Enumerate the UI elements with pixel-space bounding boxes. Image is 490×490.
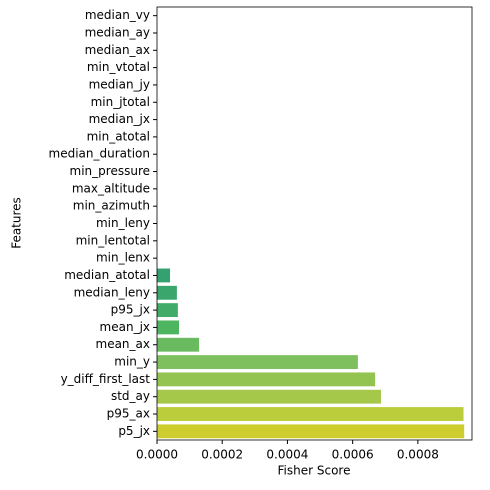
y-tick-label: max_altitude (72, 181, 150, 195)
y-tick-label: min_azimuth (73, 199, 150, 213)
y-tick-label: median_ay (85, 25, 150, 39)
y-tick-label: min_jtotal (91, 95, 150, 109)
bar (157, 285, 177, 300)
y-tick-label: median_atotal (64, 268, 150, 282)
y-tick-label: min_pressure (70, 164, 150, 178)
y-tick-label: std_ay (111, 389, 150, 403)
y-axis-label: Features (10, 197, 24, 249)
y-tick-label: p95_ax (107, 407, 150, 421)
bar (157, 389, 382, 404)
y-tick-label: min_atotal (87, 129, 150, 143)
y-tick-label: p5_jx (118, 424, 150, 438)
y-tick-label: mean_ax (96, 337, 151, 351)
bar (157, 268, 171, 283)
bar (157, 303, 178, 318)
y-tick-label: min_y (114, 355, 150, 369)
bar (157, 320, 180, 335)
y-tick-label: median_jx (89, 112, 150, 126)
y-tick-label: median_ax (85, 43, 150, 57)
y-tick-label: mean_jx (100, 320, 150, 334)
y-tick-label: min_lentotal (76, 233, 150, 247)
x-tick-label: 0.0004 (266, 448, 308, 462)
y-tick-label: min_vtotal (87, 60, 150, 74)
plot-frame (156, 6, 473, 441)
x-tick-label: 0.0006 (332, 448, 374, 462)
x-tick-label: 0.0000 (136, 448, 178, 462)
bar (157, 424, 465, 439)
y-tick-label: median_leny (74, 285, 150, 299)
x-tick-label: 0.0008 (397, 448, 439, 462)
y-tick-label: median_vy (85, 8, 150, 22)
x-axis-label: Fisher Score (278, 464, 351, 478)
bar (157, 372, 376, 387)
bar (157, 337, 200, 352)
y-tick-label: min_leny (96, 216, 150, 230)
y-tick-label: p95_jx (111, 303, 150, 317)
bar (157, 407, 464, 421)
y-tick-label: min_lenx (96, 251, 150, 265)
x-tick-label: 0.0002 (201, 448, 243, 462)
y-tick-label: median_jy (89, 77, 150, 91)
bar (157, 355, 358, 369)
y-tick-label: median_duration (49, 147, 150, 161)
y-tick-label: y_diff_first_last (61, 372, 151, 386)
